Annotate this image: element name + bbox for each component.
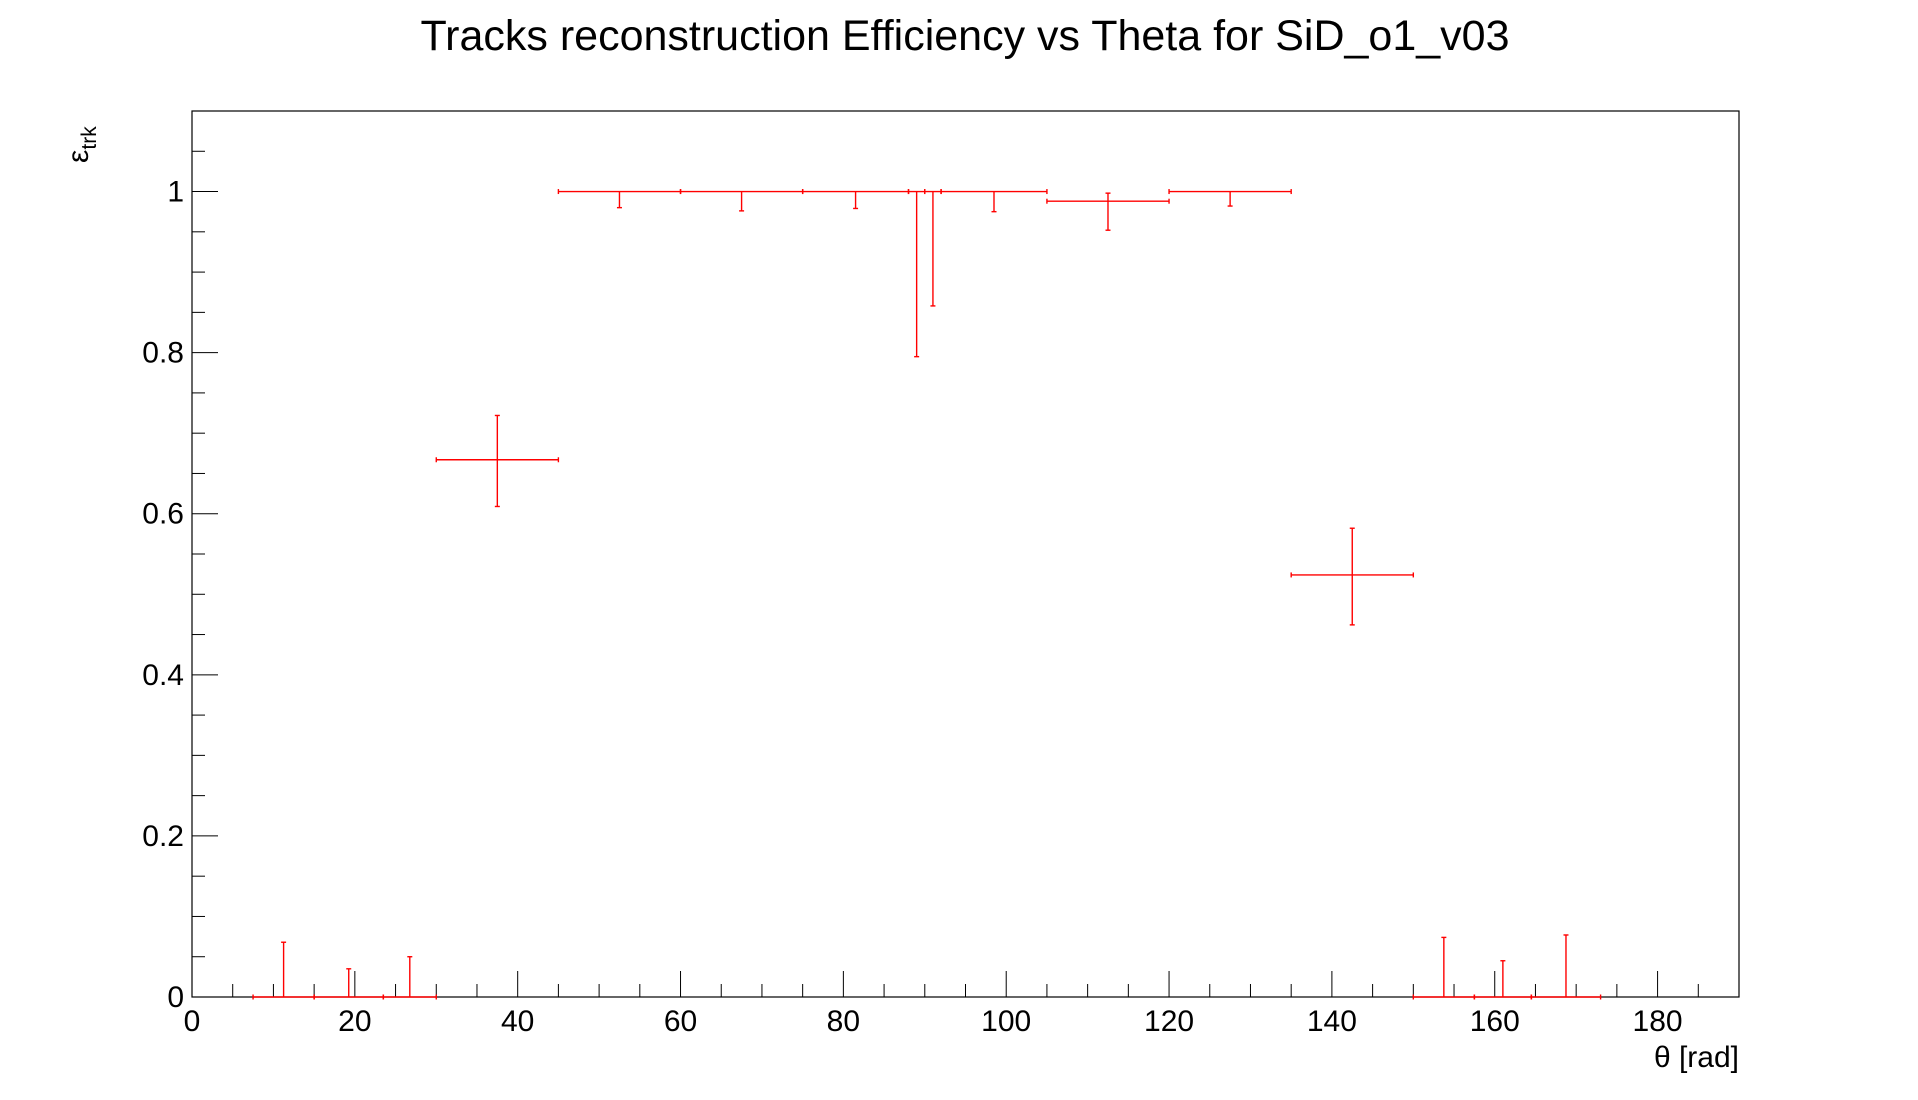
x-tick-label: 0 [184, 1005, 201, 1038]
x-axis-label: θ [rad] [1654, 1041, 1739, 1074]
x-tick-label: 120 [1144, 1005, 1194, 1038]
y-tick-label: 0.6 [142, 498, 184, 531]
y-tick-label: 0.2 [142, 820, 184, 853]
data-points [252, 189, 1602, 1000]
x-tick-label: 40 [501, 1005, 534, 1038]
x-axis: 0 20 40 60 80 100 120 140 160 180 [184, 971, 1699, 1038]
data-point [313, 968, 385, 1000]
y-tick-label: 0.4 [142, 659, 184, 692]
y-tick-label: 0.8 [142, 337, 184, 370]
data-point [1473, 960, 1533, 1000]
data-point [252, 941, 315, 1000]
data-point [435, 414, 560, 508]
x-tick-label: 20 [338, 1005, 371, 1038]
data-point [1168, 189, 1292, 207]
data-point [679, 189, 804, 212]
y-tick-label: 0 [167, 981, 184, 1014]
plot-frame [191, 110, 1740, 998]
y-axis-label: εtrk [62, 126, 101, 163]
x-tick-label: 160 [1470, 1005, 1520, 1038]
x-tick-label: 100 [981, 1005, 1031, 1038]
y-axis-label-subscript: trk [78, 126, 101, 150]
data-point [940, 189, 1048, 213]
y-axis-label-symbol: ε [62, 150, 95, 163]
data-point [1412, 936, 1476, 1000]
data-point [557, 189, 682, 209]
x-tick-label: 60 [664, 1005, 697, 1038]
data-point [1046, 192, 1170, 231]
data-point [924, 189, 942, 307]
data-point [801, 189, 910, 210]
chart-title: Tracks reconstruction Efficiency vs Thet… [420, 12, 1509, 60]
y-axis: 0 0.2 0.4 0.6 0.8 1 [142, 150, 218, 1014]
data-point [1530, 934, 1602, 1000]
data-point [382, 956, 437, 1000]
y-tick-label: 1 [167, 176, 184, 209]
x-tick-label: 180 [1633, 1005, 1683, 1038]
data-point [1290, 527, 1415, 626]
x-tick-label: 80 [827, 1005, 860, 1038]
x-tick-label: 140 [1307, 1005, 1357, 1038]
data-point [907, 189, 926, 358]
